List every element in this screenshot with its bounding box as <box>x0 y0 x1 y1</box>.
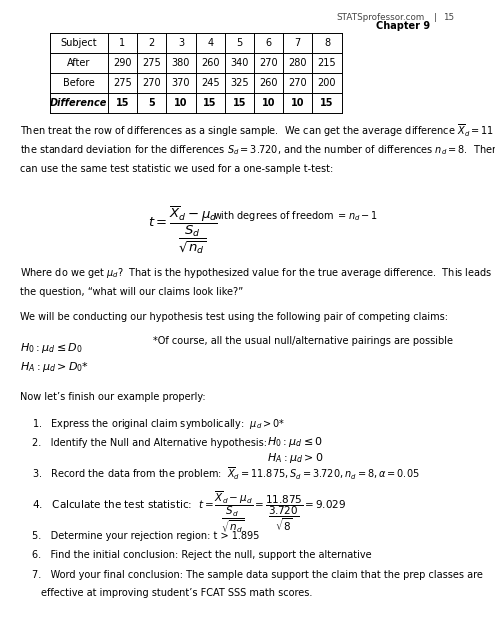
Text: 325: 325 <box>230 78 248 88</box>
Text: 270: 270 <box>259 58 278 68</box>
Text: can use the same test statistic we used for a one-sample t-test:: can use the same test statistic we used … <box>20 164 333 174</box>
Text: Chapter 9: Chapter 9 <box>376 21 430 31</box>
Text: $H_0 : \mu_d \leq 0$: $H_0 : \mu_d \leq 0$ <box>267 435 323 449</box>
Text: 5: 5 <box>148 98 155 108</box>
Text: 275: 275 <box>113 78 132 88</box>
Text: with degrees of freedom $= n_d - 1$: with degrees of freedom $= n_d - 1$ <box>213 209 378 223</box>
Text: We will be conducting our hypothesis test using the following pair of competing : We will be conducting our hypothesis tes… <box>20 312 448 323</box>
Text: Before: Before <box>63 78 95 88</box>
Text: 2: 2 <box>148 38 155 48</box>
Text: *Of course, all the usual null/alternative pairings are possible: *Of course, all the usual null/alternati… <box>153 336 453 346</box>
Text: Subject: Subject <box>60 38 97 48</box>
Text: 5.   Determine your rejection region: t > 1.895: 5. Determine your rejection region: t > … <box>32 531 259 541</box>
Text: 7.   Word your final conclusion: The sample data support the claim that the prep: 7. Word your final conclusion: The sampl… <box>32 570 483 580</box>
Text: 7: 7 <box>295 38 301 48</box>
Text: 340: 340 <box>230 58 248 68</box>
Text: 3: 3 <box>178 38 184 48</box>
Text: 15: 15 <box>203 98 217 108</box>
Text: 290: 290 <box>113 58 132 68</box>
Text: the question, “what will our claims look like?”: the question, “what will our claims look… <box>20 287 243 297</box>
Text: 10: 10 <box>291 98 304 108</box>
Text: 4.   Calculate the test statistic:  $t = \dfrac{\overline{X}_d - \mu_d}{\dfrac{S: 4. Calculate the test statistic: $t = \d… <box>32 490 346 535</box>
Text: $t = \dfrac{\overline{X}_d - \mu_d}{\dfrac{S_d}{\sqrt{n_d}}}$: $t = \dfrac{\overline{X}_d - \mu_d}{\dfr… <box>148 204 218 256</box>
Text: $H_A : \mu_d > 0$: $H_A : \mu_d > 0$ <box>267 451 324 465</box>
Text: 260: 260 <box>259 78 278 88</box>
Text: 245: 245 <box>201 78 219 88</box>
Text: $H_A : \mu_d > D_0$*: $H_A : \mu_d > D_0$* <box>20 360 89 374</box>
Text: 275: 275 <box>143 58 161 68</box>
Text: Difference: Difference <box>50 98 107 108</box>
Text: 215: 215 <box>318 58 336 68</box>
Text: 280: 280 <box>289 58 307 68</box>
Text: 1.   Express the original claim symbolically:  $\mu_d > 0$*: 1. Express the original claim symbolical… <box>32 417 286 431</box>
Text: 2.   Identify the Null and Alternative hypothesis:: 2. Identify the Null and Alternative hyp… <box>32 438 267 448</box>
Text: 270: 270 <box>143 78 161 88</box>
Text: 6: 6 <box>265 38 272 48</box>
Text: 4: 4 <box>207 38 213 48</box>
Text: 370: 370 <box>172 78 190 88</box>
Text: |: | <box>434 13 437 22</box>
Text: 260: 260 <box>201 58 219 68</box>
Text: 200: 200 <box>318 78 336 88</box>
Text: 5: 5 <box>236 38 243 48</box>
Text: Now let’s finish our example properly:: Now let’s finish our example properly: <box>20 392 205 403</box>
Text: 3.   Record the data from the problem:  $\overline{X}_d = 11.875, S_d = 3.720, n: 3. Record the data from the problem: $\o… <box>32 465 420 482</box>
Text: 6.   Find the initial conclusion: Reject the null, support the alternative: 6. Find the initial conclusion: Reject t… <box>32 550 372 561</box>
Text: 8: 8 <box>324 38 330 48</box>
Text: STATSprofessor.com: STATSprofessor.com <box>337 13 425 22</box>
Text: 10: 10 <box>262 98 275 108</box>
Text: 380: 380 <box>172 58 190 68</box>
Text: After: After <box>67 58 91 68</box>
Text: 270: 270 <box>289 78 307 88</box>
Text: the standard deviation for the differences $S_d = 3.720$, and the number of diff: the standard deviation for the differenc… <box>20 143 495 157</box>
Text: 15: 15 <box>116 98 129 108</box>
Text: effective at improving student’s FCAT SSS math scores.: effective at improving student’s FCAT SS… <box>41 588 312 598</box>
Text: $H_0 : \mu_d \leq D_0$: $H_0 : \mu_d \leq D_0$ <box>20 341 83 355</box>
Text: 15: 15 <box>233 98 246 108</box>
Text: 15: 15 <box>443 13 454 22</box>
Text: 10: 10 <box>174 98 188 108</box>
Text: 15: 15 <box>320 98 334 108</box>
Text: Where do we get $\mu_d$?  That is the hypothesized value for the true average di: Where do we get $\mu_d$? That is the hyp… <box>20 266 495 280</box>
Text: 1: 1 <box>119 38 126 48</box>
Text: Then treat the row of differences as a single sample.  We can get the average di: Then treat the row of differences as a s… <box>20 123 495 140</box>
